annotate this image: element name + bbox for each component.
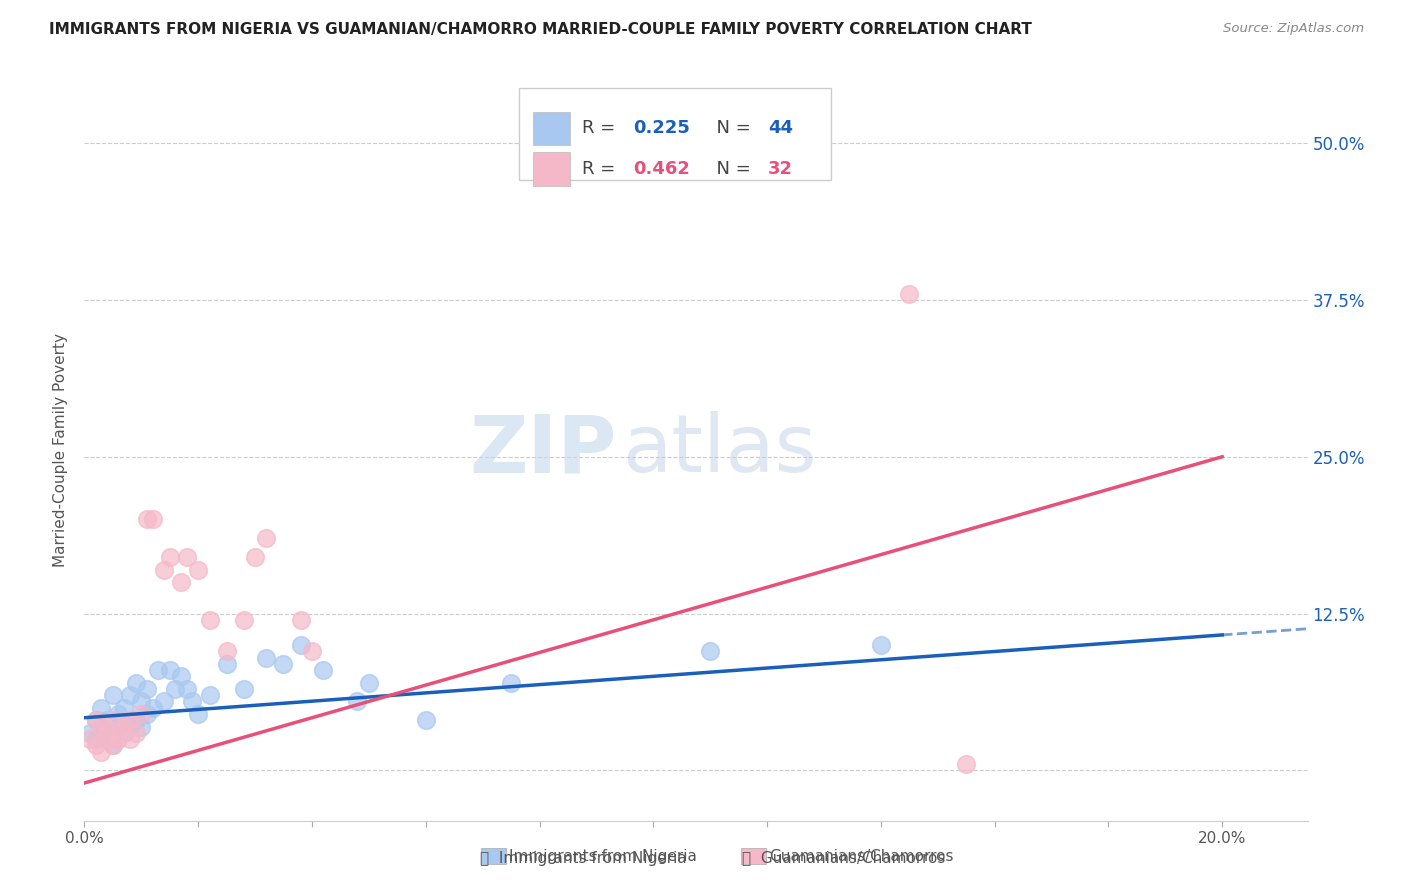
Text: 0.225: 0.225	[634, 120, 690, 137]
Text: Immigrants from Nigeria: Immigrants from Nigeria	[509, 849, 697, 863]
Point	[898, 286, 921, 301]
Point	[96, 726, 118, 740]
Text: ⬜  Immigrants from Nigeria: ⬜ Immigrants from Nigeria	[479, 851, 688, 865]
Point	[129, 706, 152, 721]
Point	[101, 739, 124, 753]
Point	[96, 732, 118, 747]
Point	[312, 663, 335, 677]
Point	[148, 663, 170, 677]
Text: R =: R =	[582, 161, 621, 178]
Text: 44: 44	[768, 120, 793, 137]
Point	[955, 757, 977, 772]
Point	[84, 713, 107, 727]
Point	[290, 613, 312, 627]
Bar	[741, 848, 766, 864]
Text: R =: R =	[582, 120, 621, 137]
Point	[129, 719, 152, 733]
Text: Guamanians/Chamorros: Guamanians/Chamorros	[769, 849, 953, 863]
Bar	[481, 848, 506, 864]
Point	[187, 563, 209, 577]
Point	[243, 550, 266, 565]
Point	[346, 694, 368, 708]
Point	[254, 650, 277, 665]
Point	[107, 732, 129, 747]
Point	[170, 575, 193, 590]
Point	[112, 726, 135, 740]
Point	[187, 706, 209, 721]
Text: N =: N =	[704, 161, 756, 178]
Point	[112, 719, 135, 733]
Point	[176, 681, 198, 696]
Point	[136, 681, 159, 696]
Point	[136, 706, 159, 721]
Point	[84, 732, 107, 747]
Point	[499, 675, 522, 690]
Point	[101, 739, 124, 753]
Point	[176, 550, 198, 565]
Point	[118, 688, 141, 702]
Point	[165, 681, 187, 696]
Point	[101, 726, 124, 740]
Point	[101, 713, 124, 727]
Point	[170, 669, 193, 683]
Point	[159, 663, 181, 677]
Point	[142, 512, 165, 526]
Text: Source: ZipAtlas.com: Source: ZipAtlas.com	[1223, 22, 1364, 36]
Point	[215, 644, 238, 658]
Text: IMMIGRANTS FROM NIGERIA VS GUAMANIAN/CHAMORRO MARRIED-COUPLE FAMILY POVERTY CORR: IMMIGRANTS FROM NIGERIA VS GUAMANIAN/CHA…	[49, 22, 1032, 37]
Point	[107, 732, 129, 747]
Text: ⬜  Guamanians/Chamorros: ⬜ Guamanians/Chamorros	[742, 851, 945, 865]
Point	[232, 613, 254, 627]
Point	[90, 700, 112, 714]
Bar	[533, 153, 569, 186]
Point	[90, 719, 112, 733]
FancyBboxPatch shape	[519, 87, 831, 180]
Point	[101, 688, 124, 702]
Point	[159, 550, 181, 565]
Point	[181, 694, 204, 708]
Point	[96, 732, 118, 747]
Point	[124, 675, 146, 690]
Text: 0.462: 0.462	[634, 161, 690, 178]
Point	[90, 745, 112, 759]
Point	[118, 732, 141, 747]
Point	[96, 713, 118, 727]
Point	[79, 726, 101, 740]
Point	[107, 726, 129, 740]
Y-axis label: Married-Couple Family Poverty: Married-Couple Family Poverty	[53, 334, 69, 567]
Text: atlas: atlas	[623, 411, 817, 490]
Point	[273, 657, 295, 671]
Point	[870, 638, 893, 652]
Point	[357, 675, 380, 690]
Point	[107, 706, 129, 721]
Point	[699, 644, 721, 658]
Point	[198, 688, 221, 702]
Point	[84, 739, 107, 753]
Point	[198, 613, 221, 627]
Point	[84, 713, 107, 727]
Point	[136, 512, 159, 526]
Text: ZIP: ZIP	[470, 411, 616, 490]
Point	[232, 681, 254, 696]
Bar	[533, 112, 569, 145]
Point	[129, 694, 152, 708]
Point	[290, 638, 312, 652]
Point	[118, 719, 141, 733]
Text: N =: N =	[704, 120, 756, 137]
Point	[124, 713, 146, 727]
Point	[153, 563, 176, 577]
Point	[112, 700, 135, 714]
Point	[118, 713, 141, 727]
Point	[415, 713, 437, 727]
Point	[215, 657, 238, 671]
Point	[254, 531, 277, 545]
Point	[301, 644, 323, 658]
Point	[142, 700, 165, 714]
Text: 32: 32	[768, 161, 793, 178]
Point	[90, 726, 112, 740]
Point	[153, 694, 176, 708]
Point	[124, 726, 146, 740]
Point	[79, 732, 101, 747]
